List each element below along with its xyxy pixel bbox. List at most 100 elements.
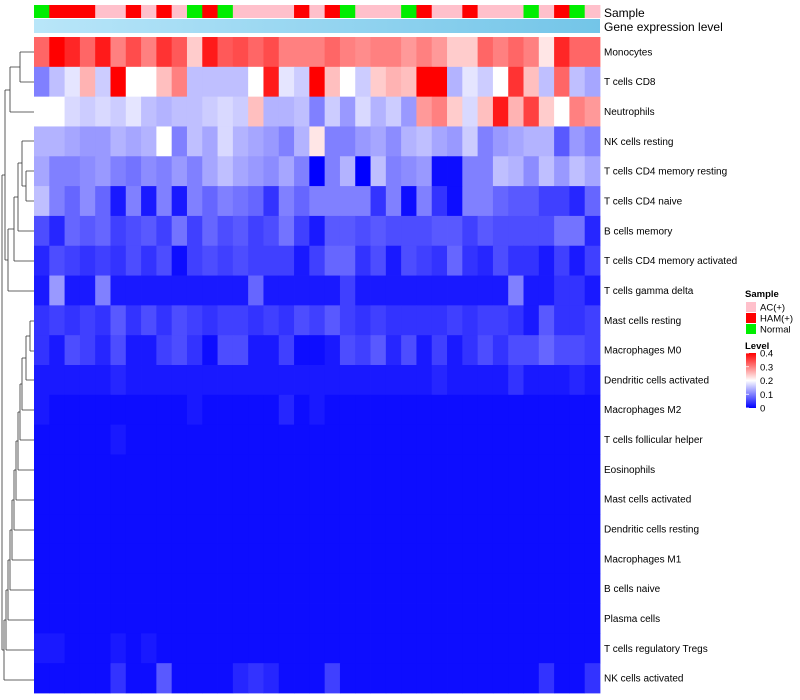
heatmap-cell bbox=[508, 186, 524, 217]
heatmap-cell bbox=[569, 484, 586, 515]
heatmap-cell bbox=[523, 305, 540, 336]
heatmap-cell bbox=[339, 156, 356, 187]
heatmap-cell bbox=[248, 126, 264, 157]
sample-annotation-cell bbox=[110, 5, 127, 18]
heatmap-cell bbox=[431, 633, 448, 664]
heatmap-cell bbox=[309, 365, 326, 396]
heatmap-cell bbox=[141, 66, 157, 98]
heatmap-cells bbox=[34, 37, 601, 694]
heatmap-cell bbox=[431, 37, 448, 68]
row-label: Monocytes bbox=[604, 47, 652, 58]
heatmap-cell bbox=[217, 37, 234, 68]
heatmap-cell bbox=[569, 394, 586, 426]
heatmap-cell bbox=[171, 66, 188, 98]
sample-annotation-cell bbox=[64, 5, 81, 18]
heatmap-cell bbox=[263, 96, 280, 127]
heatmap-cell bbox=[186, 335, 203, 366]
heatmap-cell bbox=[110, 96, 127, 127]
sample-annotation-cell bbox=[462, 5, 479, 18]
heatmap-cell bbox=[492, 245, 509, 276]
heatmap-cell bbox=[401, 663, 417, 694]
heatmap-cell bbox=[416, 633, 433, 664]
heatmap-cell bbox=[232, 37, 249, 68]
heatmap-cell bbox=[49, 365, 65, 396]
heatmap-cell bbox=[462, 365, 479, 396]
heatmap-cell bbox=[79, 305, 96, 336]
heatmap-cell bbox=[309, 603, 326, 634]
heatmap-cell bbox=[554, 305, 570, 336]
heatmap-cell bbox=[508, 454, 524, 485]
heatmap-cell bbox=[202, 484, 218, 515]
heatmap-cell bbox=[49, 514, 65, 545]
heatmap-cell bbox=[34, 305, 50, 336]
row-label: T cells CD4 memory activated bbox=[604, 256, 737, 267]
heatmap-cell bbox=[263, 275, 280, 306]
heatmap-cell bbox=[125, 126, 142, 157]
heatmap-cell bbox=[339, 663, 356, 694]
heatmap-cell bbox=[355, 663, 371, 694]
heatmap-cell bbox=[554, 394, 570, 426]
heatmap-cell bbox=[79, 335, 96, 366]
heatmap-cell bbox=[385, 454, 402, 485]
heatmap-cell bbox=[324, 424, 341, 455]
heatmap-cell bbox=[523, 394, 540, 426]
heatmap-cell bbox=[401, 484, 417, 515]
heatmap-cell bbox=[309, 633, 326, 664]
heatmap-cell bbox=[538, 633, 555, 664]
heatmap-cell bbox=[278, 96, 295, 127]
heatmap-cell bbox=[202, 454, 218, 485]
heatmap-cell bbox=[141, 335, 157, 366]
heatmap-cell bbox=[95, 215, 111, 247]
heatmap-cell bbox=[492, 454, 509, 485]
heatmap-cell bbox=[508, 156, 524, 187]
heatmap-cell bbox=[95, 335, 111, 366]
heatmap-cell bbox=[217, 573, 234, 604]
heatmap-cell bbox=[554, 454, 570, 485]
heatmap-cell bbox=[141, 663, 157, 694]
row-label: B cells naive bbox=[604, 584, 661, 595]
heatmap-cell bbox=[34, 603, 50, 634]
heatmap-cell bbox=[569, 96, 586, 127]
heatmap-cell bbox=[584, 305, 601, 336]
heatmap-cell bbox=[508, 96, 524, 127]
legend-tick-label: 0.4 bbox=[760, 349, 773, 360]
heatmap-cell bbox=[110, 633, 127, 664]
heatmap-cell bbox=[569, 454, 586, 485]
heatmap-cell bbox=[447, 245, 463, 276]
heatmap-cell bbox=[462, 573, 479, 604]
heatmap-cell bbox=[355, 454, 371, 485]
heatmap-cell bbox=[309, 66, 326, 98]
heatmap-cell bbox=[125, 215, 142, 247]
heatmap-cell bbox=[248, 514, 264, 545]
heatmap-cell bbox=[95, 573, 111, 604]
gene-expression-annotation-bar bbox=[34, 19, 600, 33]
heatmap-cell bbox=[569, 514, 586, 545]
heatmap-cell bbox=[141, 454, 157, 485]
heatmap-cell bbox=[110, 335, 127, 366]
heatmap-cell bbox=[248, 484, 264, 515]
heatmap-cell bbox=[64, 424, 81, 455]
heatmap-cell bbox=[431, 514, 448, 545]
heatmap-cell bbox=[64, 96, 81, 127]
row-label: T cells CD4 naive bbox=[604, 197, 683, 208]
heatmap-cell bbox=[217, 365, 234, 396]
heatmap-cell bbox=[416, 484, 433, 515]
heatmap-cell bbox=[34, 365, 50, 396]
heatmap-cell bbox=[324, 633, 341, 664]
heatmap-cell bbox=[79, 394, 96, 426]
heatmap-cell bbox=[49, 186, 65, 217]
row-label: NK cells resting bbox=[604, 137, 673, 148]
heatmap-cell bbox=[294, 454, 310, 485]
heatmap-cell bbox=[324, 126, 341, 157]
heatmap-cell bbox=[523, 245, 540, 276]
heatmap-cell bbox=[554, 335, 570, 366]
heatmap-cell bbox=[294, 543, 310, 575]
heatmap-cell bbox=[401, 96, 417, 127]
heatmap-cell bbox=[554, 186, 570, 217]
heatmap-cell bbox=[447, 514, 463, 545]
heatmap-cell bbox=[141, 484, 157, 515]
heatmap-cell bbox=[554, 424, 570, 455]
heatmap-cell bbox=[186, 305, 203, 336]
heatmap-cell bbox=[401, 454, 417, 485]
heatmap-cell bbox=[339, 126, 356, 157]
